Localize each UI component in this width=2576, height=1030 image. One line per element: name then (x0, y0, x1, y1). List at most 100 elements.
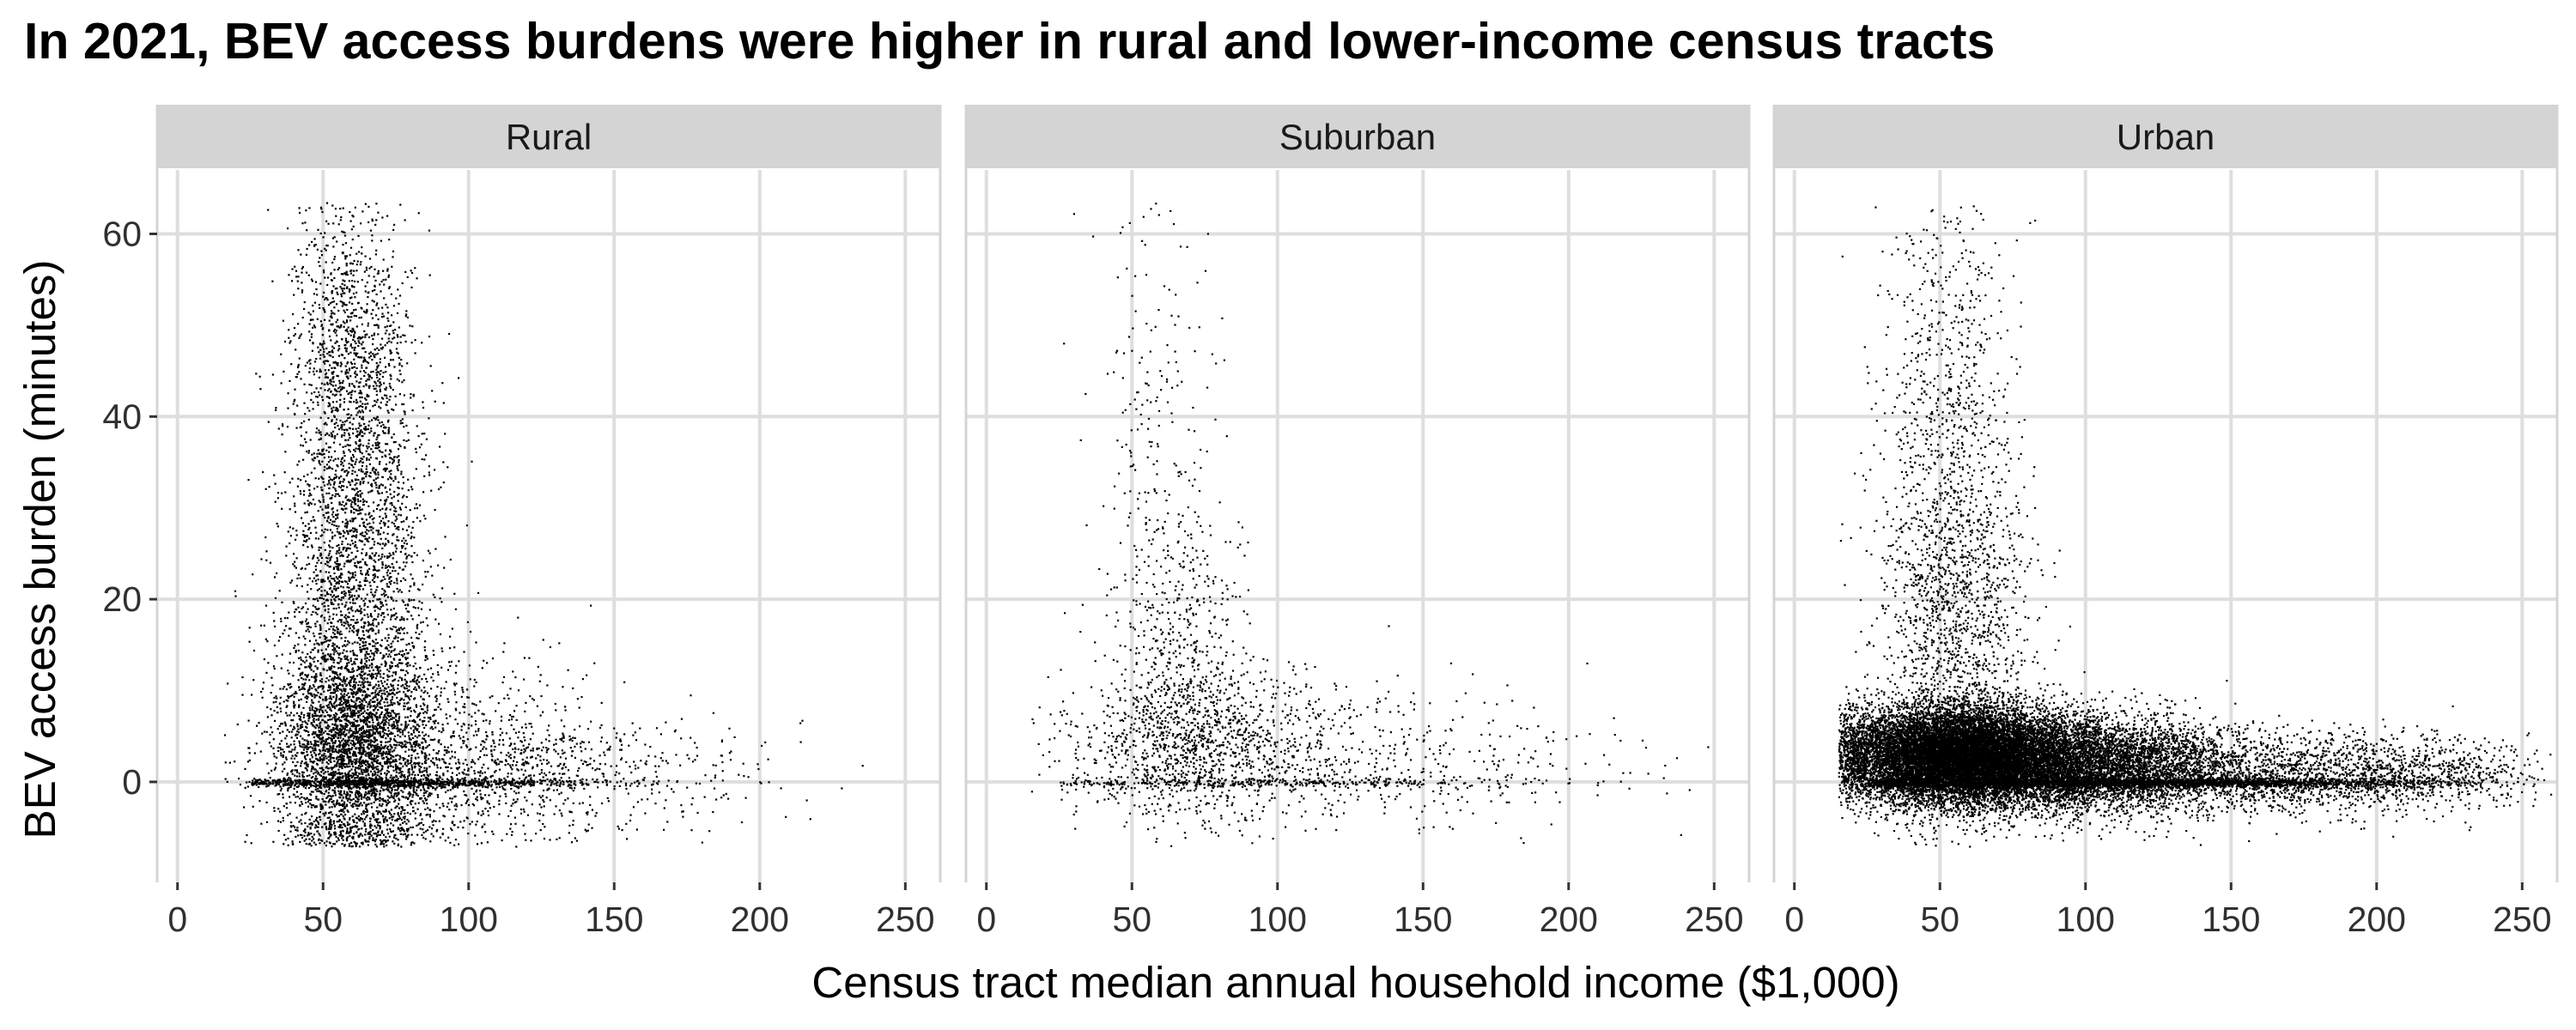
point (345, 650, 348, 652)
point (361, 677, 363, 680)
point (368, 833, 371, 836)
point (367, 772, 370, 775)
point (289, 825, 292, 827)
point (439, 445, 441, 448)
point (370, 766, 373, 768)
point (383, 713, 386, 717)
point (329, 754, 331, 757)
point (369, 757, 372, 760)
point (408, 610, 410, 613)
point (403, 494, 405, 497)
point (347, 696, 349, 699)
point (386, 491, 388, 494)
point (372, 764, 374, 766)
point (372, 451, 374, 453)
point (349, 827, 352, 830)
point (354, 663, 356, 665)
point (435, 694, 438, 697)
point (343, 702, 345, 705)
point (296, 827, 299, 829)
point (334, 723, 337, 725)
point (340, 460, 343, 463)
point (382, 818, 385, 821)
point (378, 691, 380, 694)
point (300, 765, 302, 767)
point (355, 482, 358, 485)
point (309, 709, 312, 712)
point (307, 528, 310, 530)
point (368, 445, 370, 448)
point (387, 274, 390, 276)
point (361, 771, 363, 773)
point (295, 534, 298, 536)
point (309, 741, 312, 743)
point (412, 729, 415, 731)
point (393, 712, 396, 715)
point (429, 667, 433, 670)
point (370, 803, 373, 805)
point (337, 815, 340, 817)
point (337, 465, 339, 468)
point (374, 683, 377, 686)
point (386, 788, 389, 791)
point (404, 735, 406, 737)
point (331, 501, 333, 505)
point (281, 492, 283, 494)
point (346, 708, 349, 711)
point (363, 543, 366, 546)
point (448, 332, 451, 336)
point (377, 324, 380, 327)
point (342, 481, 344, 483)
point (303, 797, 306, 799)
point (351, 724, 355, 726)
point (330, 756, 332, 759)
point (343, 791, 346, 793)
point (350, 768, 353, 771)
point (322, 698, 325, 701)
point (244, 786, 246, 789)
point (455, 682, 458, 685)
point (348, 597, 350, 600)
point (272, 840, 275, 843)
point (362, 721, 366, 724)
point (385, 688, 387, 690)
point (291, 694, 294, 696)
point (334, 701, 337, 704)
point (385, 463, 387, 466)
point (387, 771, 390, 773)
point (359, 733, 361, 736)
point (368, 540, 370, 542)
point (422, 794, 425, 797)
point (352, 453, 355, 457)
point (330, 582, 332, 585)
point (341, 484, 343, 488)
point (431, 739, 434, 742)
point (416, 623, 419, 626)
point (288, 730, 290, 733)
point (396, 587, 398, 591)
point (410, 393, 412, 396)
point (342, 737, 344, 740)
point (327, 576, 330, 579)
point (437, 488, 440, 491)
point (356, 808, 359, 810)
point (336, 530, 339, 533)
point (380, 593, 383, 596)
point (362, 427, 366, 430)
point (316, 770, 319, 772)
point (292, 675, 295, 677)
point (374, 728, 377, 730)
point (374, 740, 377, 742)
point (343, 779, 345, 782)
point (328, 827, 331, 831)
point (315, 679, 318, 682)
point (404, 745, 406, 748)
point (397, 639, 399, 643)
point (306, 622, 308, 625)
point (301, 673, 303, 676)
point (358, 712, 361, 714)
point (286, 772, 289, 775)
point (392, 462, 394, 464)
point (370, 834, 373, 837)
point (386, 766, 389, 769)
